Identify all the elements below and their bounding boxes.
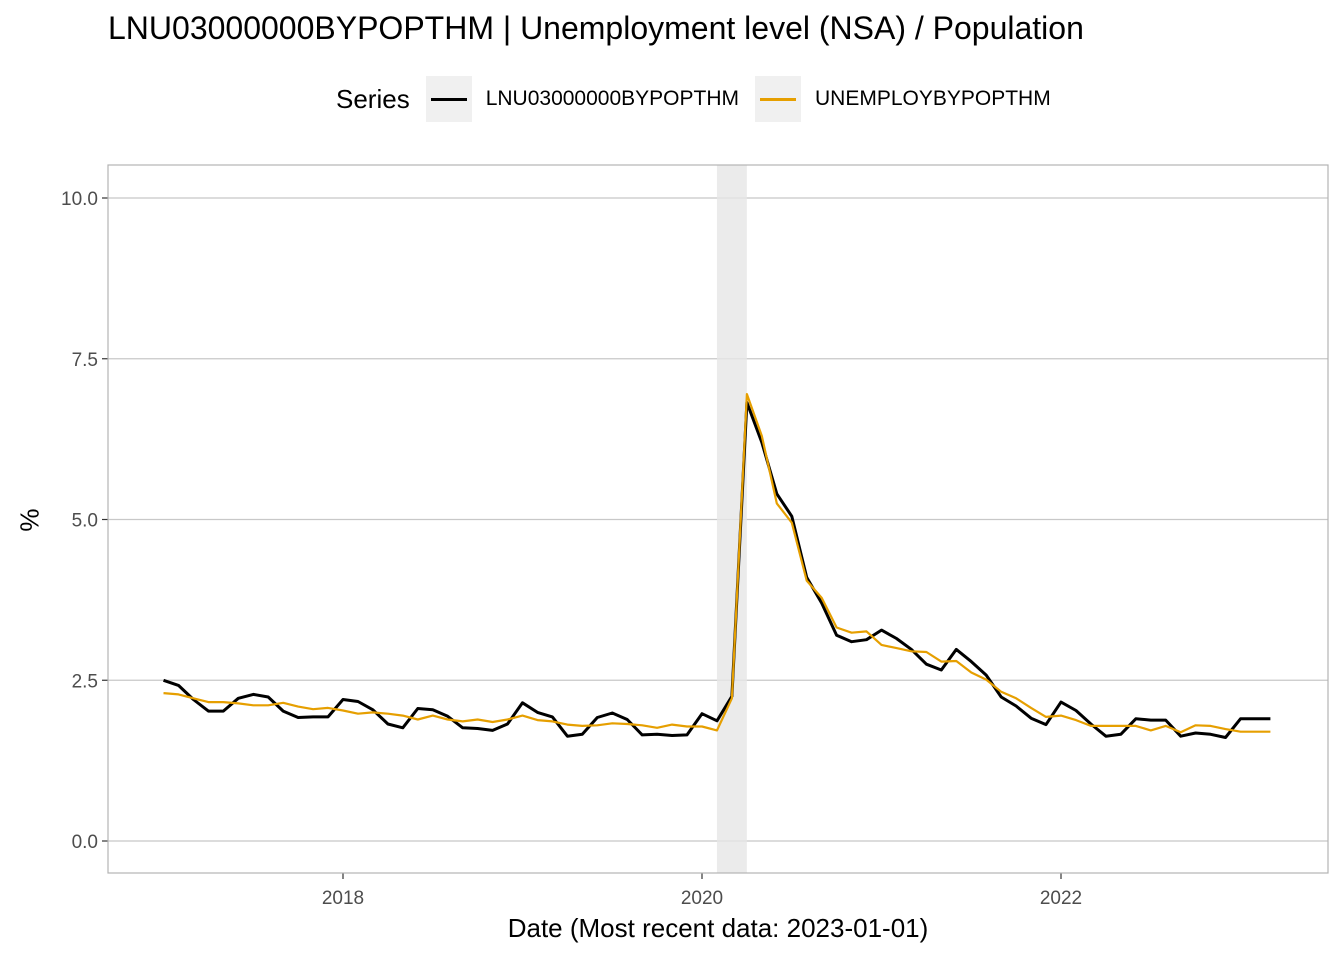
y-tick-label: 2.5 [72,671,98,692]
panel-border [107,164,1329,874]
x-tick-label: 2018 [322,888,364,909]
legend-item: LNU03000000BYPOPTHM [425,76,739,122]
y-tick-label: 0.0 [72,832,98,853]
chart-title: LNU03000000BYPOPTHM | Unemployment level… [108,10,1084,46]
legend-label: UNEMPLOYBYPOPTHM [815,87,1051,110]
y-tick-label: 7.5 [72,350,98,371]
legend-item: UNEMPLOYBYPOPTHM [755,76,1051,122]
legend-line-icon [430,98,467,101]
legend-key [425,76,472,122]
legend-key [755,76,801,122]
series-line [163,401,1271,739]
series-line [163,393,1271,734]
x-tick-label: 2022 [1040,888,1082,909]
x-axis-title: Date (Most recent data: 2023-01-01) [507,913,929,943]
legend-title: Series [336,83,410,114]
legend-label: LNU03000000BYPOPTHM [485,87,739,110]
y-axis-title: % [14,508,45,532]
legend-line-icon [760,98,796,101]
x-tick-label: 2020 [681,888,723,909]
legend: Series LNU03000000BYPOPTHM UNEMPLOYBYPOP… [336,76,1067,122]
y-tick-label: 5.0 [72,511,98,532]
y-tick-label: 10.0 [61,189,98,210]
